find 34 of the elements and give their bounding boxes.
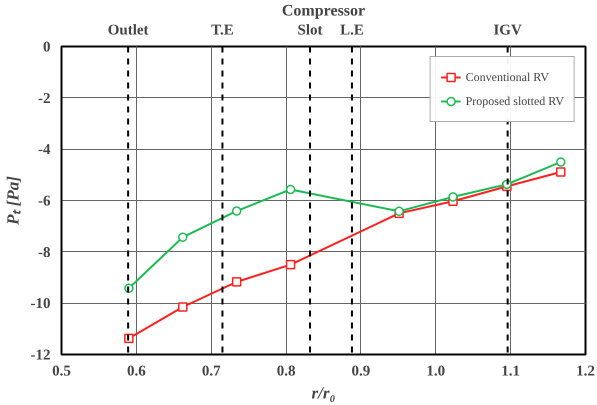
point xyxy=(178,302,188,312)
y-axis-title: Pₜ [Pa] xyxy=(4,176,23,226)
y-tick-label: 0 xyxy=(43,40,50,56)
x-tick-label: 0.5 xyxy=(52,364,71,380)
point xyxy=(448,192,458,202)
x-axis-title: r/r₀ xyxy=(312,384,336,402)
y-tick-label: -12 xyxy=(30,348,51,364)
x-tick-label: 1.1 xyxy=(501,364,520,380)
y-tick-label: -6 xyxy=(38,194,51,210)
point xyxy=(556,167,566,177)
ref-line-label: L.E xyxy=(340,22,364,38)
point xyxy=(178,232,188,242)
ref-line-label: Outlet xyxy=(108,22,149,38)
ref-line-label: T.E xyxy=(211,22,234,38)
point xyxy=(286,184,296,194)
legend-label: Conventional RV xyxy=(466,70,549,84)
y-tick-label: -8 xyxy=(38,244,51,261)
y-tick-label: -2 xyxy=(38,90,51,107)
x-tick-label: 1.0 xyxy=(426,364,446,380)
chart-title: Compressor xyxy=(282,2,366,20)
point xyxy=(232,277,242,287)
x-tick-label: 0.7 xyxy=(202,364,222,380)
point xyxy=(232,206,242,216)
x-tick-label: 0.8 xyxy=(276,364,296,380)
x-tick-label: 0.6 xyxy=(126,364,146,380)
ref-line-label: IGV xyxy=(493,22,522,38)
x-tick-label: 1.2 xyxy=(576,364,595,380)
x-tick-label: 0.9 xyxy=(352,364,370,380)
y-tick-label: -10 xyxy=(30,296,51,312)
legend-label: Proposed slotted RV xyxy=(466,94,564,108)
y-tick-label: -4 xyxy=(38,142,51,158)
ref-line-label: Slot xyxy=(298,22,323,38)
point xyxy=(286,260,296,270)
point xyxy=(556,157,566,167)
